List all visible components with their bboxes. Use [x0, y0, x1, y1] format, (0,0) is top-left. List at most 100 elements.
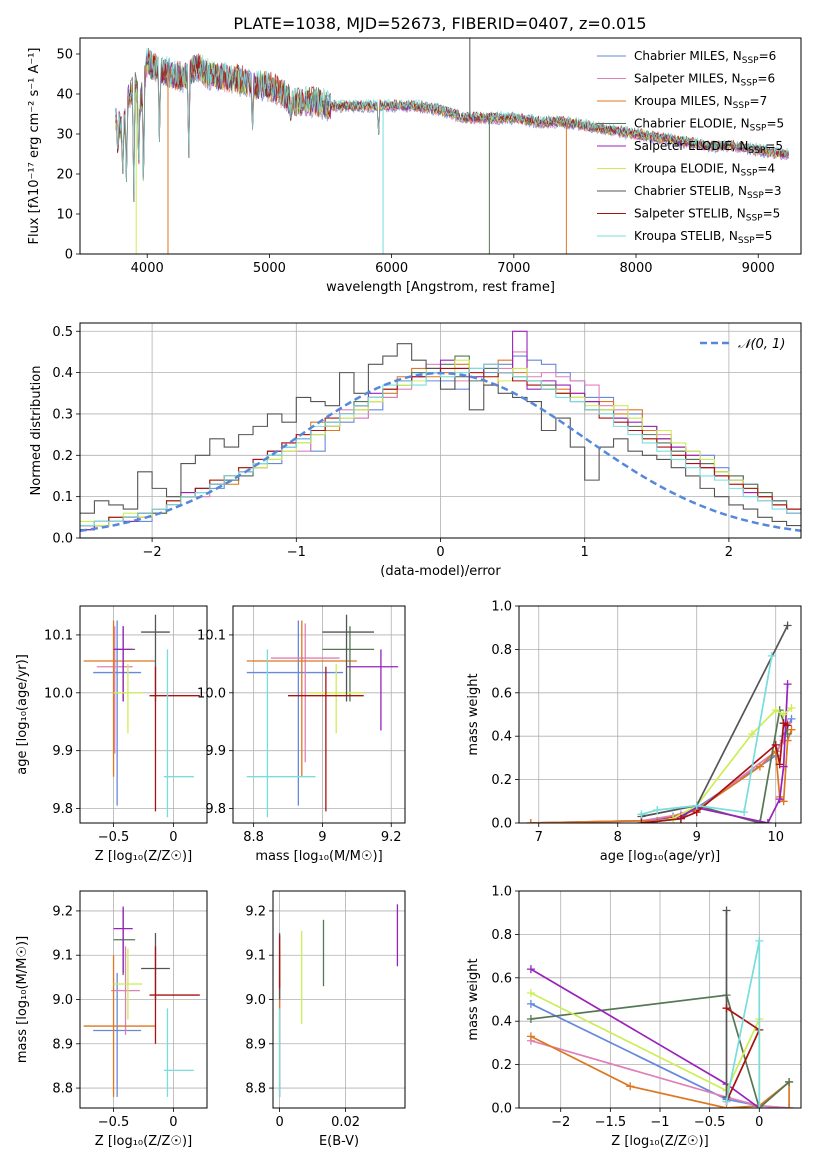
weight-marker [526, 1015, 535, 1024]
legend-text: =5 [765, 139, 783, 153]
legend-subscript: SSP [748, 146, 765, 156]
tick-label-y: 9.0 [245, 993, 266, 1008]
tick-label-y: 9.8 [52, 802, 73, 817]
legend-entry: Kroupa ELODIE, NSSP=4 [634, 162, 775, 179]
tick-label-x: 8.8 [243, 830, 264, 845]
tick-label-y: 0.2 [491, 773, 512, 788]
weight-marker [526, 999, 535, 1008]
legend-text: Kroupa MILES, N [634, 94, 733, 108]
tick-label-y: 9.2 [245, 904, 266, 919]
axes-frame [272, 890, 406, 1109]
legend-entry: Chabrier STELIB, NSSP=3 [634, 184, 782, 201]
weight-marker [722, 906, 731, 915]
tick-label-x: −1 [650, 1115, 669, 1130]
axis-label-y: mass weight [466, 673, 481, 755]
tick-label-y: 0.4 [491, 1015, 512, 1030]
axis-label-x: Z [log₁₀(Z/Z☉)] [95, 1134, 192, 1149]
legend-text: =6 [757, 72, 775, 86]
axis-label-x: age [log₁₀(age/yr)] [600, 849, 721, 864]
weight-marker [637, 810, 646, 819]
tick-label-y: 0.5 [52, 325, 73, 340]
tick-label-y: 1.0 [491, 885, 512, 900]
tick-label-x: 10 [767, 830, 784, 845]
plot-area [83, 614, 200, 818]
tick-label-y: 0.8 [491, 643, 512, 658]
tick-label-x: 9 [318, 830, 326, 845]
tick-label-x: 5000 [253, 261, 286, 276]
legend-entry: Salpeter ELODIE, NSSP=5 [634, 139, 783, 156]
tick-label-x: 0 [436, 545, 444, 560]
weight-marker [526, 1032, 535, 1041]
weight-marker [775, 760, 784, 769]
tick-label-y: 0 [65, 248, 73, 263]
tick-label-x: 9.2 [381, 830, 402, 845]
tick-label-y: 20 [56, 168, 73, 183]
legend-text: =7 [750, 94, 768, 108]
tick-label-y: 0.0 [491, 817, 512, 832]
weight-marker [526, 988, 535, 997]
weight-marker [748, 730, 757, 739]
legend-subscript: SSP [747, 191, 764, 201]
plot-area [526, 906, 794, 1108]
weight-marker [787, 703, 796, 712]
tick-label-x: 0.02 [331, 1115, 360, 1130]
weight-line [725, 940, 761, 1108]
tick-label-y: 9.9 [52, 744, 73, 759]
tick-label-y: 0.2 [52, 449, 73, 464]
panel-mass_vs_Z: −0.5 0 8.8 8.9 9.0 9.1 9.2 Z [log₁₀(Z/Z☉)] mass … [15, 890, 208, 1149]
tick-label-y: 0.2 [491, 1058, 512, 1073]
tick-label-y: 50 [56, 48, 73, 63]
legend-entry: Salpeter STELIB, NSSP=5 [634, 207, 780, 224]
legend-text: =5 [763, 207, 781, 221]
panel-massweight_vs_age: 7 8 9 10 0.0 0.2 0.4 0.6 0.8 1.0 age [log₁₀(age/yr… [466, 600, 802, 864]
tick-label-y: 9.1 [52, 949, 73, 964]
panel-spectrum: 4000 5000 6000 7000 8000 9000 0 10 20 30 40 50 wavel… [27, 37, 802, 295]
tick-label-y: 0.0 [491, 1102, 512, 1117]
tick-label-y: 0.1 [52, 490, 73, 505]
tick-label-x: −0.5 [694, 1115, 726, 1130]
tick-label-x: −0.5 [98, 1115, 130, 1130]
legend-subscript: SSP [742, 56, 759, 66]
plot-area [115, 38, 789, 254]
axes-frame [79, 37, 802, 255]
legend-text: Chabrier STELIB, N [634, 184, 747, 198]
tick-label-x: −0.5 [98, 830, 130, 845]
tick-label-y: 0.6 [491, 971, 512, 986]
weight-marker [740, 808, 749, 817]
axis-label-x: wavelength [Angstrom, rest frame] [326, 280, 555, 295]
axis-label-y: age [log₁₀(age/yr)] [15, 654, 30, 775]
tick-label-y: 0.0 [52, 532, 73, 547]
legend-subscript: SSP [741, 169, 758, 179]
panel-massweight_vs_Z: −2 −1.5 −1 −0.5 0 0.0 0.2 0.4 0.6 0.8 1.0 Z [log₁₀(… [466, 885, 802, 1149]
tick-label-y: 0.4 [52, 366, 73, 381]
weight-marker [771, 740, 780, 749]
legend-text: =5 [755, 229, 773, 243]
legend-text: =6 [759, 49, 777, 63]
weight-marker [755, 1104, 764, 1108]
weight-marker [526, 965, 535, 974]
plot-area [83, 906, 200, 1097]
weight-marker [787, 725, 796, 734]
panel-residuals: −2 −1 0 1 2 0.0 0.1 0.2 0.3 0.4 0.5 (data-model)/er… [29, 322, 802, 579]
legend-subscript: SSP [741, 79, 758, 89]
legend-subscript: SSP [738, 236, 755, 246]
weight-marker [783, 621, 792, 630]
tick-label-y: 10.0 [197, 686, 226, 701]
tick-label-x: 7000 [497, 261, 530, 276]
tick-label-y: 9.1 [245, 949, 266, 964]
weight-marker [783, 721, 792, 730]
weight-marker [785, 1077, 794, 1086]
tick-label-y: 0.4 [491, 730, 512, 745]
axis-label-x: mass [log₁₀(M/M☉)] [255, 849, 382, 864]
tick-label-x: −1.5 [595, 1115, 627, 1130]
axes-frame [79, 605, 208, 824]
legend-subscript: SSP [733, 101, 750, 111]
tick-label-y: 8.8 [245, 1082, 266, 1097]
legend-entry: Kroupa STELIB, NSSP=5 [634, 229, 772, 246]
tick-label-x: 2 [725, 545, 733, 560]
spectrum-line [115, 47, 789, 203]
tick-label-y: 10.1 [44, 628, 73, 643]
tick-label-y: 0.3 [52, 407, 73, 422]
tick-label-x: −1 [287, 545, 306, 560]
weight-marker [779, 710, 788, 719]
